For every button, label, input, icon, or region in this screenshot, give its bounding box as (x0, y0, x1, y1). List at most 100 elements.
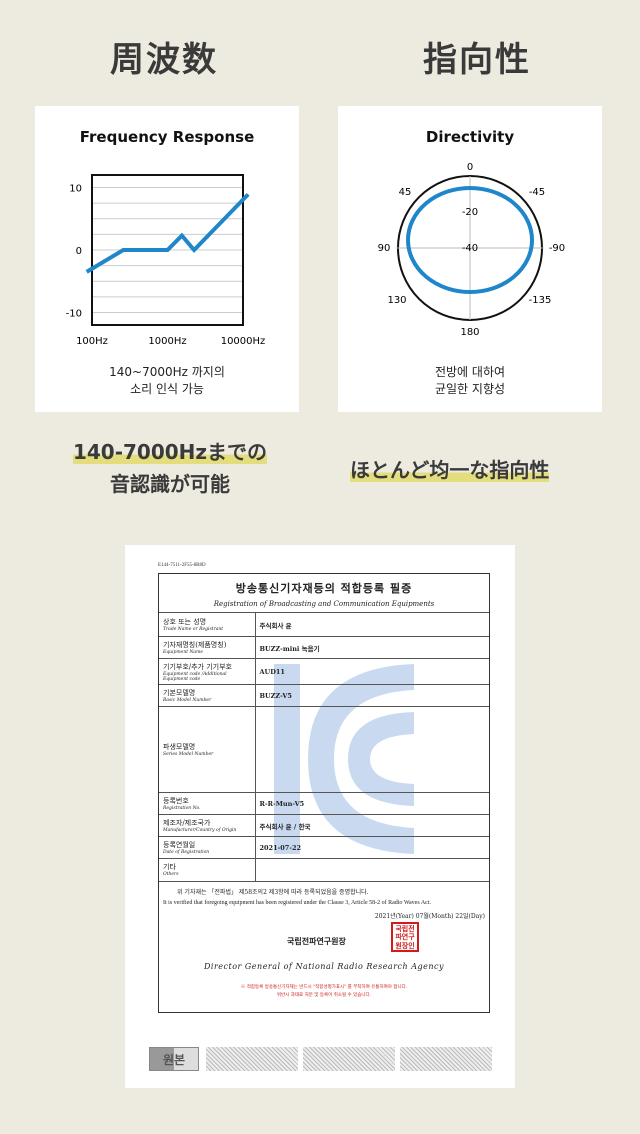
issuer-en: Director General of National Radio Resea… (204, 961, 444, 971)
cert-row: 기기부호/추가 기기부호 Equipment code /Additional E… (159, 658, 489, 685)
statement-ko: 위 기자재는 「전파법」 제58조의2 제3항에 따라 등록되었음을 증명합니다… (177, 888, 369, 896)
cert-label: 기기부호/추가 기기부호 Equipment code /Additional E… (159, 658, 256, 685)
heading-directivity: 指向性 (423, 40, 531, 80)
label-ko: 기기부호/추가 기기부호 (163, 662, 232, 671)
doc-id: E144-7511-2F55-8B8D (158, 563, 206, 568)
cert-label: 기자재명칭(제품명칭) Equipment Name (159, 636, 256, 659)
label-ko: 등록번호 (163, 797, 189, 805)
ring-label: -40 (462, 243, 478, 254)
directivity-chart: 0 45 -45 90 -90 130 -135 180 -20 -40 (378, 162, 566, 338)
x-tick-label: 1000Hz (148, 336, 186, 347)
frequency-chart: 10 0 -10 100Hz 1000Hz 10000Hz (66, 174, 266, 347)
heading-frequency: 周波数 (110, 40, 218, 80)
label-en: Trade Name or Registrant (163, 627, 224, 632)
cert-title-en: Registration of Broadcasting and Communi… (213, 600, 435, 608)
seal-text: 국립전파연구원장인 (395, 923, 415, 950)
label-en: Series Model Number (163, 752, 214, 757)
caption-line: 소리 인식 가능 (130, 382, 204, 396)
angle-label: 180 (460, 327, 479, 338)
cert-label: 등록연월일 Date of Registration (159, 836, 256, 859)
stamp-label: 원본 (162, 1053, 186, 1067)
issuer-ko: 국립전파연구원장 (287, 935, 346, 946)
cert-value (255, 706, 489, 793)
label-ko: 기본모델명 (163, 689, 196, 697)
label-ko: 기자재명칭(제품명칭) (163, 641, 227, 649)
angle-label: 130 (387, 295, 406, 306)
label-en: Basic Model Number (163, 698, 212, 703)
cert-value: BUZZ-V5 (255, 684, 489, 707)
label-en: Equipment Name (163, 650, 204, 655)
angle-label: 0 (467, 162, 473, 173)
plot-frame (91, 174, 244, 326)
angle-label: -135 (529, 295, 552, 306)
cert-label: 기타 Others (159, 858, 256, 881)
cert-label: 상호 또는 성명 Trade Name or Registrant (159, 612, 256, 637)
cert-value: BUZZ-mini 녹음기 (255, 636, 489, 659)
cert-label: 파생모델명 Series Model Number (159, 706, 256, 793)
label-en: Date of Registration (163, 850, 210, 855)
cert-label: 제조자/제조국가 Manufacturer/Country of Origin (159, 814, 256, 837)
subtitle-directivity: ほとんど均一な指向性 (350, 454, 600, 486)
label-ko: 기타 (163, 863, 176, 872)
y-tick-label: 10 (69, 184, 82, 195)
notice: ※ 적합등록 방송통신기자재는 반드시 "적합성평가표시" 를 부착하여 유통하… (163, 984, 485, 1000)
cert-row: 상호 또는 성명 Trade Name or Registrant 주식회사 윤 (159, 612, 489, 637)
label-en: Equipment code /Additional Equipment cod… (163, 671, 227, 682)
barcode (206, 1047, 298, 1071)
angle-label: -90 (549, 243, 565, 254)
cert-row: 기타 Others (159, 858, 489, 881)
directivity-title: Directivity (425, 128, 515, 146)
caption-line: 전방에 대하여 (434, 365, 506, 379)
label-ko: 상호 또는 성명 (163, 618, 207, 626)
cert-row: 제조자/제조국가 Manufacturer/Country of Origin 주식… (159, 814, 489, 837)
cert-value: 주식회사 윤 (255, 612, 489, 637)
cert-row: 등록번호 Registration No. R-R-Mun-V5 (159, 792, 489, 815)
certificate-body: 방송통신기자재등의 적합등록 필증 Registration of Broadc… (158, 573, 490, 1013)
statement-en: It is verified that foregoing equipment … (163, 899, 431, 906)
cert-label: 등록번호 Registration No. (159, 792, 256, 815)
notice-line: ※ 적합등록 방송통신기자재는 반드시 "적합성평가표시" 를 부착하여 유통하… (240, 984, 408, 990)
cert-title-ko: 방송통신기자재등의 적합등록 필증 (235, 582, 413, 595)
frequency-title: Frequency Response (79, 128, 255, 146)
x-tick-label: 10000Hz (221, 336, 266, 347)
cert-row: 등록연월일 Date of Registration 2021-07-22 (159, 836, 489, 859)
notice-line: 위반시 과태료 처분 및 등록이 취소될 수 있습니다. (276, 992, 372, 998)
x-tick-label: 100Hz (76, 336, 108, 347)
subtitle-line: 140-7000Hzまでの (72, 440, 268, 464)
label-ko: 제조자/제조국가 (163, 819, 211, 827)
cert-value: R-R-Mun-V5 (255, 792, 489, 815)
original-stamp: 원본 (149, 1047, 199, 1071)
pattern-ellipse (406, 186, 534, 294)
label-en: Registration No. (163, 806, 201, 811)
subtitle-line: 音認識が可能 (110, 472, 230, 496)
cert-table: 상호 또는 성명 Trade Name or Registrant 주식회사 윤 기자… (159, 612, 489, 881)
subtitle-line: ほとんど均一な指向性 (350, 458, 550, 482)
kc-certificate: E144-7511-2F55-8B8D 방송통신기자재등의 적합등록 필증 Re… (125, 545, 515, 1088)
cert-row: 파생모델명 Series Model Number (159, 706, 489, 793)
caption-line: 균일한 지향성 (434, 382, 506, 396)
cert-row: 기본모델명 Basic Model Number BUZZ-V5 (159, 684, 489, 707)
response-line (85, 192, 250, 274)
cert-date: 2021년(Year) 07월(Month) 22일(Day) (374, 912, 485, 920)
cert-row: 기자재명칭(제품명칭) Equipment Name BUZZ-mini 녹음기 (159, 636, 489, 659)
label-ko: 파생모델명 (163, 743, 196, 751)
directivity-card: Directivity 0 45 -45 90 -90 130 -135 180… (338, 106, 602, 412)
ring-label: -20 (462, 207, 478, 218)
cert-value: 주식회사 윤 / 한국 (255, 814, 489, 837)
y-tick-label: -10 (66, 309, 82, 320)
cert-label: 기본모델명 Basic Model Number (159, 684, 256, 707)
caption-line: 140~7000Hz 까지의 (109, 365, 225, 379)
cert-value: 2021-07-22 (255, 836, 489, 859)
label-en: Others (163, 872, 179, 878)
angle-label: 90 (378, 243, 391, 254)
frequency-card: Frequency Response 10 0 -10 100Hz 1000Hz 1000… (35, 106, 299, 412)
barcode (303, 1047, 395, 1071)
label-ko: 등록연월일 (163, 841, 196, 849)
official-seal: 국립전파연구원장인 (391, 921, 419, 952)
cert-value (255, 858, 489, 881)
y-tick-label: 0 (76, 246, 82, 257)
angle-label: -45 (529, 187, 545, 198)
angle-label: 45 (399, 187, 412, 198)
